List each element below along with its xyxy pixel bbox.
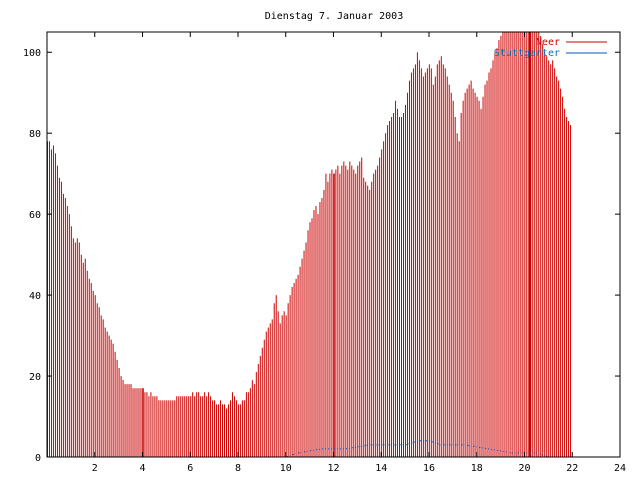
- x-tick-label: 20: [518, 463, 530, 474]
- x-tick-label: 14: [375, 463, 387, 474]
- series-neer: [47, 32, 572, 457]
- x-tick-label: 22: [566, 463, 578, 474]
- y-tick-label: 40: [29, 291, 41, 302]
- y-tick-label: 0: [35, 453, 41, 464]
- x-tick-label: 8: [235, 463, 241, 474]
- y-tick-label: 100: [23, 48, 41, 59]
- x-tick-label: 18: [471, 463, 483, 474]
- x-tick-label: 16: [423, 463, 435, 474]
- legend: Neer Stuttgarter: [494, 37, 607, 59]
- x-axis: 2 4 6 8 10 12 14 16 18 20 22 24: [92, 32, 626, 474]
- x-tick-label: 12: [327, 463, 339, 474]
- x-tick-label: 4: [139, 463, 145, 474]
- x-tick-label: 2: [92, 463, 98, 474]
- x-tick-label: 10: [280, 463, 292, 474]
- chart-title: Dienstag 7. Januar 2003: [265, 11, 403, 22]
- y-tick-label: 20: [29, 372, 41, 383]
- x-tick-label: 6: [187, 463, 193, 474]
- x-tick-label: 24: [614, 463, 626, 474]
- y-axis: 0 20 40 60 80 100: [23, 48, 620, 464]
- y-tick-label: 60: [29, 210, 41, 221]
- y-tick-label: 80: [29, 129, 41, 140]
- legend-label-stuttgarter: Stuttgarter: [494, 48, 560, 59]
- legend-label-neer: Neer: [536, 37, 560, 48]
